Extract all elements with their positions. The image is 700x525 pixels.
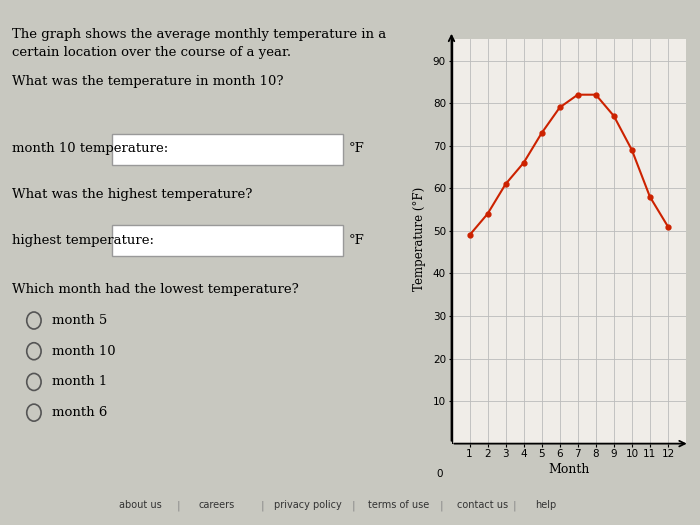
- Text: °F: °F: [349, 142, 365, 154]
- Text: month 1: month 1: [52, 375, 107, 388]
- Text: highest temperature:: highest temperature:: [12, 234, 154, 247]
- Text: °F: °F: [349, 234, 365, 247]
- Text: about us: about us: [118, 500, 162, 510]
- Text: month 6: month 6: [52, 406, 107, 419]
- Text: month 10: month 10: [52, 345, 116, 358]
- Text: Which month had the lowest temperature?: Which month had the lowest temperature?: [12, 282, 299, 296]
- Text: 0: 0: [436, 469, 442, 479]
- Text: help: help: [536, 500, 556, 510]
- Text: month 10 temperature:: month 10 temperature:: [12, 142, 168, 154]
- Text: |: |: [176, 500, 181, 510]
- FancyBboxPatch shape: [112, 134, 343, 165]
- Text: contact us: contact us: [457, 500, 509, 510]
- Text: certain location over the course of a year.: certain location over the course of a ye…: [12, 46, 291, 59]
- Text: careers: careers: [199, 500, 235, 510]
- Text: |: |: [260, 500, 265, 510]
- Text: |: |: [351, 500, 356, 510]
- X-axis label: Month: Month: [548, 464, 589, 476]
- Text: |: |: [439, 500, 443, 510]
- Text: The graph shows the average monthly temperature in a: The graph shows the average monthly temp…: [12, 27, 386, 40]
- FancyBboxPatch shape: [112, 225, 343, 256]
- Text: What was the highest temperature?: What was the highest temperature?: [12, 188, 252, 201]
- Text: Temperature (°F): Temperature (°F): [414, 187, 426, 291]
- Text: month 5: month 5: [52, 314, 107, 327]
- Text: |: |: [512, 500, 517, 510]
- Text: What was the temperature in month 10?: What was the temperature in month 10?: [12, 75, 284, 88]
- Text: terms of use: terms of use: [368, 500, 430, 510]
- Text: privacy policy: privacy policy: [274, 500, 342, 510]
